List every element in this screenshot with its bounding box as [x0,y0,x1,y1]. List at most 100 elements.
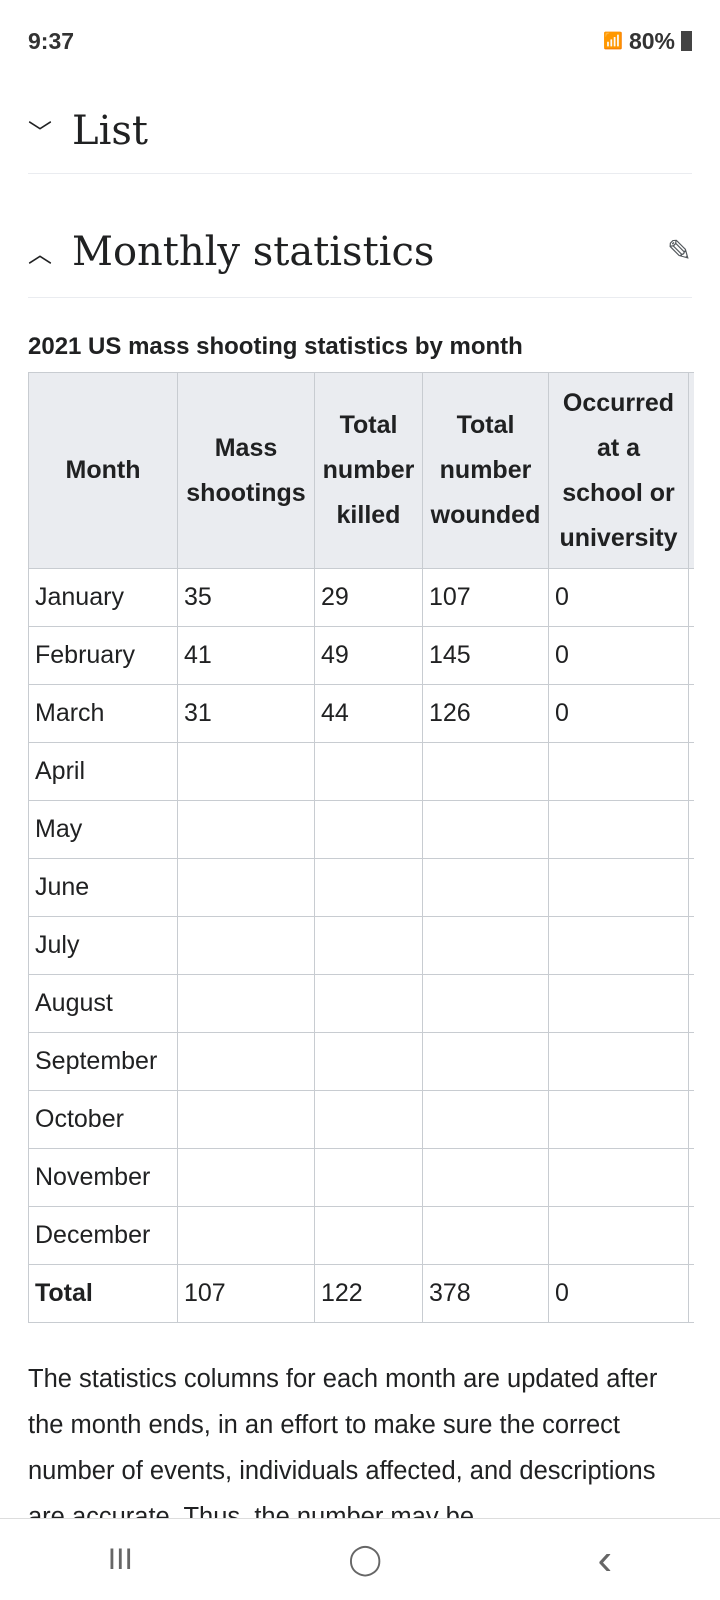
home-button[interactable]: ◯ [348,1543,382,1576]
wifi-icon: 📶 [603,33,623,50]
value-cell [422,974,549,1033]
value-cell: 378 [422,1264,549,1323]
value-cell [314,974,423,1033]
value-cell [314,800,423,859]
month-cell: January [28,568,178,627]
column-header: Mass shootings [177,372,315,569]
value-cell: 0 [548,626,689,685]
clipped-cell [688,1264,694,1323]
column-header: Total number wounded [422,372,549,569]
value-cell [177,1090,315,1149]
column-header: Total number killed [314,372,423,569]
value-cell [177,858,315,917]
value-cell: 41 [177,626,315,685]
section-list-header[interactable]: ﹀ List [28,88,692,174]
table-row: October [28,1090,694,1149]
clipped-cell [688,974,694,1033]
value-cell [548,1090,689,1149]
recent-apps-button[interactable]: III [107,1542,133,1576]
value-cell: 35 [177,568,315,627]
value-cell [177,1148,315,1207]
clipped-cell [688,626,694,685]
value-cell [422,1206,549,1265]
value-cell [177,742,315,801]
statistics-table-scroll[interactable]: Month Mass shootings Total number killed To… [28,372,694,1323]
table-row: March 31 44 126 0 [28,684,694,743]
value-cell [422,1148,549,1207]
clipped-cell [688,858,694,917]
section-title: List [72,107,148,154]
value-cell [314,1206,423,1265]
value-cell [314,858,423,917]
value-cell [422,800,549,859]
month-cell: May [28,800,178,859]
value-cell [422,916,549,975]
clipped-cell [688,916,694,975]
value-cell [177,800,315,859]
back-button[interactable]: ‹ [597,1534,613,1584]
system-nav-bar: III ◯ ‹ [0,1518,720,1600]
table-row: August [28,974,694,1033]
clipped-cell [688,742,694,801]
status-bar: 9:37 📶 80% [28,24,692,58]
clipped-cell [688,1032,694,1091]
month-cell: April [28,742,178,801]
value-cell [422,742,549,801]
value-cell: 0 [548,568,689,627]
value-cell: 107 [422,568,549,627]
value-cell [548,916,689,975]
value-cell [314,1090,423,1149]
section-monthly-statistics-header[interactable]: ︿ Monthly statistics ✎ [28,206,692,298]
chevron-down-icon: ﹀ [28,119,52,147]
value-cell [314,1032,423,1091]
table-row: September [28,1032,694,1091]
clipped-cell [688,1206,694,1265]
value-cell [422,1090,549,1149]
value-cell [548,1206,689,1265]
clipped-cell [688,800,694,859]
value-cell: 49 [314,626,423,685]
value-cell [548,1032,689,1091]
column-header-clipped [688,372,694,569]
month-cell: July [28,916,178,975]
value-cell: 145 [422,626,549,685]
value-cell [177,1206,315,1265]
table-row: May [28,800,694,859]
month-cell: February [28,626,178,685]
battery-percent: 80% [628,27,675,54]
value-cell: 122 [314,1264,423,1323]
month-cell: June [28,858,178,917]
edit-pencil-icon[interactable]: ✎ [666,234,692,269]
value-cell: 31 [177,684,315,743]
value-cell [314,1148,423,1207]
table-row: Total 107 122 378 0 [28,1264,694,1323]
value-cell [314,916,423,975]
value-cell [548,800,689,859]
value-cell [177,916,315,975]
value-cell: 126 [422,684,549,743]
explanation-paragraph: The statistics columns for each month ar… [28,1365,658,1531]
column-header: Occurred at a school or university [548,372,689,569]
value-cell [548,742,689,801]
month-cell: August [28,974,178,1033]
value-cell: 29 [314,568,423,627]
value-cell [314,742,423,801]
value-cell: 107 [177,1264,315,1323]
clock: 9:37 [28,27,75,54]
clipped-cell [688,684,694,743]
value-cell [422,1032,549,1091]
value-cell [177,1032,315,1091]
value-cell: 0 [548,1264,689,1323]
table-caption: 2021 US mass shooting statistics by mont… [28,333,523,360]
table-row: January 35 29 107 0 [28,568,694,627]
month-cell: December [28,1206,178,1265]
value-cell: 0 [548,684,689,743]
value-cell [548,858,689,917]
month-cell: Total [28,1264,178,1323]
table-row: June [28,858,694,917]
battery-icon [681,31,692,51]
column-header: Month [28,372,178,569]
table-row: July [28,916,694,975]
table-row: December [28,1206,694,1265]
month-cell: October [28,1090,178,1149]
